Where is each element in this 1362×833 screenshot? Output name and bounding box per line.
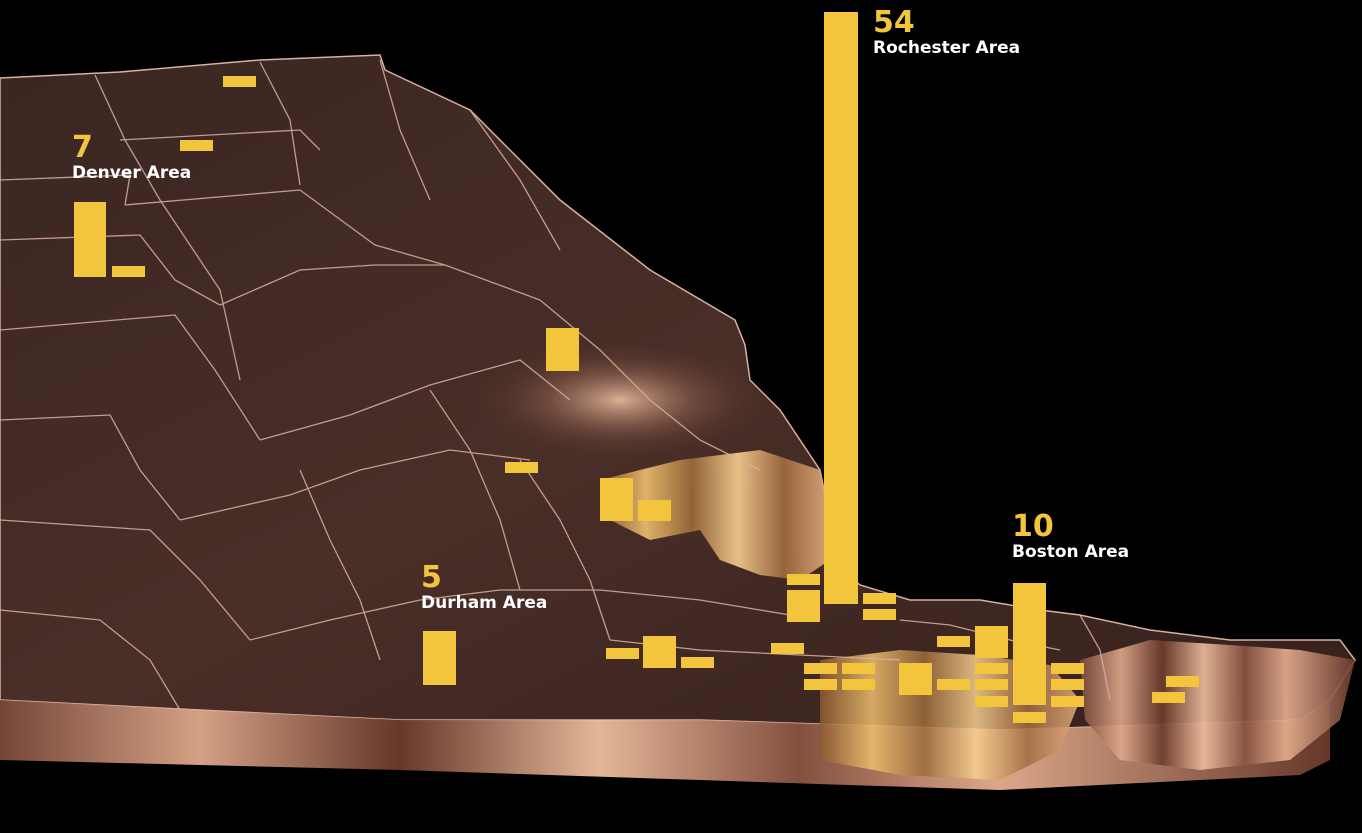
bar-small: [1051, 696, 1084, 707]
state-borders: [0, 59, 1111, 711]
bar-small: [975, 626, 1008, 658]
bar-small: [606, 648, 639, 659]
coast-wall-northeast: [1080, 640, 1355, 770]
bar-small: [863, 609, 896, 620]
bar-small: [505, 462, 538, 473]
area-name: Rochester Area: [873, 38, 1021, 58]
bar-small: [975, 696, 1008, 707]
bar-small: [975, 663, 1008, 674]
bar-small: [112, 266, 145, 277]
bar-small: [600, 478, 633, 521]
bar-small: [643, 636, 676, 668]
bar-durham: [423, 631, 456, 685]
bar-small: [804, 679, 837, 690]
bar-rochester: [824, 12, 858, 604]
durham-area-label: 5 Durham Area: [421, 563, 547, 612]
area-count: 54: [873, 5, 915, 40]
area-name: Boston Area: [1012, 542, 1130, 562]
bar-small: [546, 328, 579, 371]
bar-small: [1051, 679, 1084, 690]
bar-small: [787, 574, 820, 585]
area-count: 5: [421, 560, 442, 595]
bar-small: [223, 76, 256, 87]
bar-small: [681, 657, 714, 668]
bar-small: [899, 663, 932, 695]
bar-small: [787, 590, 820, 622]
bar-small: [937, 679, 970, 690]
bar-small: [1166, 676, 1199, 687]
area-name: Durham Area: [421, 593, 548, 613]
bar-small: [804, 663, 837, 674]
bar-denver: [74, 202, 106, 277]
map-glow: [470, 340, 770, 460]
rochester-area-label: 54 Rochester Area: [873, 8, 1020, 57]
bar-small: [771, 643, 804, 654]
denver-area-label: 7 Denver Area: [72, 133, 191, 182]
bar-small: [937, 636, 970, 647]
bar-small: [975, 679, 1008, 690]
bar-small: [180, 140, 213, 151]
bar-small: [842, 663, 875, 674]
bar-small: [863, 593, 896, 604]
bar-small: [842, 679, 875, 690]
bar-small: [1152, 692, 1185, 703]
bar-small: [1051, 663, 1084, 674]
boston-area-label: 10 Boston Area: [1012, 512, 1129, 561]
area-count: 7: [72, 130, 93, 165]
bar-small: [1013, 712, 1046, 723]
area-count: 10: [1012, 509, 1054, 544]
coast-wall-east: [600, 450, 830, 580]
bar-boston: [1013, 583, 1046, 705]
area-name: Denver Area: [72, 163, 192, 183]
bar-small: [638, 500, 671, 521]
